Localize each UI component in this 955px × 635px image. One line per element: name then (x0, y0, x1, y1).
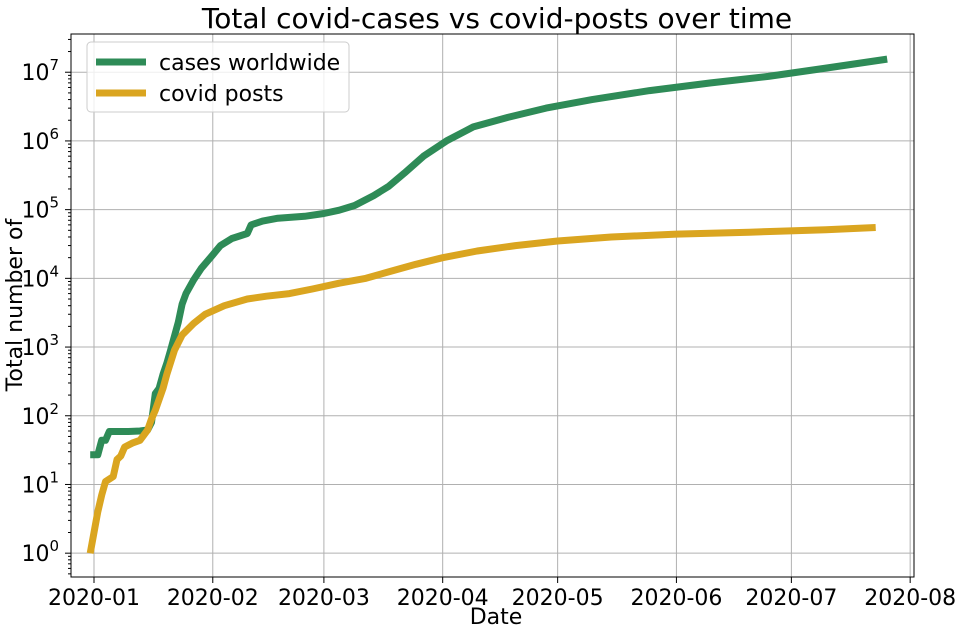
y-tick-label: 102 (21, 400, 59, 430)
y-tick-label: 104 (21, 262, 59, 292)
x-tick-label: 2020-01 (48, 586, 140, 611)
y-tick-label: 106 (21, 125, 59, 155)
x-axis-ticks: 2020-01 2020-02 2020-03 2020-04 2020-05 2020-… (48, 577, 955, 611)
y-tick-label: 100 (21, 537, 59, 567)
y-axis-ticks: 100 101 102 103 104 105 106 107 (21, 38, 71, 575)
x-tick-label: 2020-03 (278, 586, 370, 611)
legend-box (86, 41, 350, 113)
series-line-cases-worldwide (90, 55, 888, 459)
plot-frame (70, 33, 915, 578)
x-tick-label: 2020-02 (167, 586, 259, 611)
x-axis-label: Date (470, 605, 523, 630)
y-tick-label: 101 (21, 468, 59, 498)
y-axis-label: Total number of (3, 218, 28, 393)
x-tick-label: 2020-08 (864, 586, 955, 611)
legend-label-posts: covid posts (159, 82, 284, 107)
legend: cases worldwide covid posts (86, 41, 350, 113)
y-tick-label: 107 (21, 56, 59, 86)
x-tick-label: 2020-05 (512, 586, 604, 611)
series-line-covid-posts (86, 224, 876, 554)
x-tick-label: 2020-07 (745, 586, 837, 611)
y-tick-label: 105 (21, 194, 59, 224)
y-tick-label: 103 (21, 331, 59, 361)
legend-label-cases: cases worldwide (159, 51, 340, 76)
series-lines (86, 55, 888, 554)
x-tick-label: 2020-04 (397, 586, 489, 611)
grid (71, 34, 914, 577)
x-tick-label: 2020-06 (630, 586, 722, 611)
chart-title: Total covid-cases vs covid-posts over ti… (201, 2, 792, 35)
